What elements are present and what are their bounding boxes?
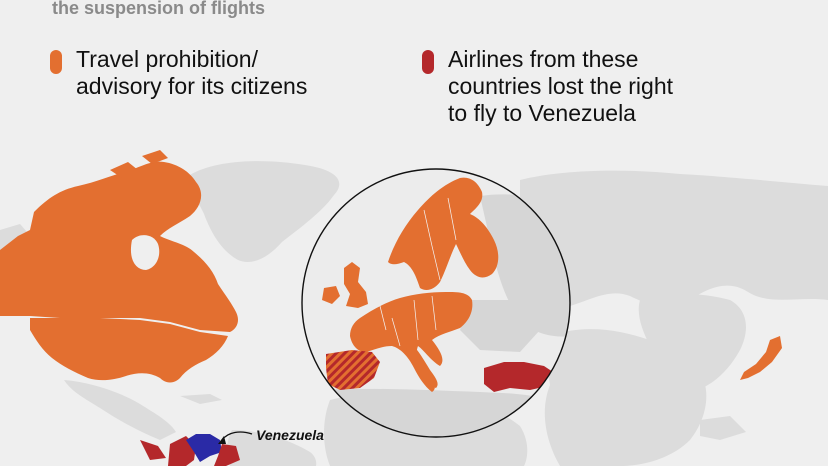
legend-swatch-orange <box>50 50 62 74</box>
mexico <box>64 380 176 440</box>
legend-label-travel-advisory: Travel prohibition/ advisory for its cit… <box>76 46 308 99</box>
greenland <box>189 161 340 262</box>
legend-label-lost-flight-rights: Airlines from these countries lost the r… <box>448 46 674 126</box>
ireland <box>322 286 340 304</box>
hudson-bay <box>130 235 160 270</box>
venezuela-label: Venezuela <box>256 427 324 443</box>
usa <box>30 318 228 383</box>
guyana-region <box>214 444 240 466</box>
russia <box>520 170 828 307</box>
italy <box>406 344 438 388</box>
scandinavia <box>388 177 499 290</box>
latin-america-highlight <box>140 434 240 466</box>
venezuela <box>186 434 222 462</box>
legend-swatch-red <box>422 50 434 74</box>
se-asia <box>700 416 746 440</box>
legend-travel-advisory: Travel prohibition/ advisory for its cit… <box>50 46 307 100</box>
map-subtitle: the suspension of flights <box>52 0 266 18</box>
legend-lost-flight-rights: Airlines from these countries lost the r… <box>422 46 673 127</box>
arrow-icon-head <box>218 436 226 444</box>
japan <box>740 336 782 380</box>
canada <box>0 161 238 332</box>
continental-europe <box>350 292 473 392</box>
inset-eastern-europe <box>460 300 540 352</box>
usa-canada <box>0 150 238 383</box>
caribbean <box>180 394 222 404</box>
uk <box>344 262 368 308</box>
south-america <box>227 430 317 466</box>
turkey <box>484 362 556 392</box>
central-america-red <box>140 440 166 460</box>
iberia <box>326 350 380 390</box>
east-asia <box>638 294 746 392</box>
canada-islands <box>110 150 168 178</box>
europe-inset <box>301 168 571 438</box>
